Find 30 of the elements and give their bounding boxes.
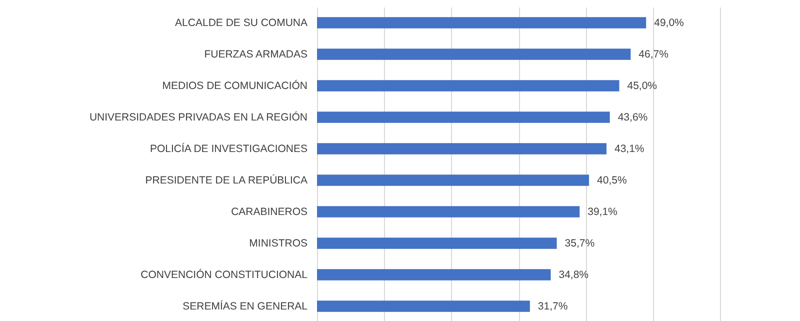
data-label: 43,6% (618, 111, 648, 124)
y-tick-label: MINISTROS (249, 237, 308, 250)
bar (317, 174, 590, 186)
bar (317, 143, 606, 154)
y-tick-label: CARABINEROS (231, 206, 308, 218)
y-tick-label: MEDIOS DE COMUNICACIÓN (162, 78, 308, 92)
data-label: 46,7% (638, 48, 668, 60)
data-label: 35,7% (564, 237, 595, 250)
bar (317, 17, 646, 28)
y-tick-label: UNIVERSIDADES PRIVADAS EN LA REGIÓN (89, 110, 308, 124)
y-tick-label: POLICÍA DE INVESTIGACIONES (150, 142, 308, 155)
data-label: 40,5% (597, 174, 627, 186)
bar (317, 206, 580, 218)
y-tick-label: ALCALDE DE SU COMUNA (175, 16, 308, 29)
data-label: 45,0% (627, 80, 658, 92)
y-tick-label: CONVENCIÓN CONSTITUCIONAL (140, 268, 308, 281)
bar (317, 300, 530, 312)
data-label: 31,7% (538, 300, 568, 312)
bar (317, 80, 620, 92)
data-label: 39,1% (588, 206, 618, 218)
y-tick-label: PRESIDENTE DE LA REPÚBLICA (145, 173, 308, 186)
y-tick-label: SEREMÍAS EN GENERAL (182, 299, 308, 312)
data-label: 34,8% (558, 268, 589, 281)
bar (317, 48, 631, 60)
y-tick-label: FUERZAS ARMADAS (204, 48, 308, 60)
bar (317, 112, 610, 123)
bar (317, 269, 551, 280)
bar (317, 238, 557, 249)
data-label: 43,1% (614, 142, 644, 155)
data-label: 49,0% (654, 16, 684, 29)
